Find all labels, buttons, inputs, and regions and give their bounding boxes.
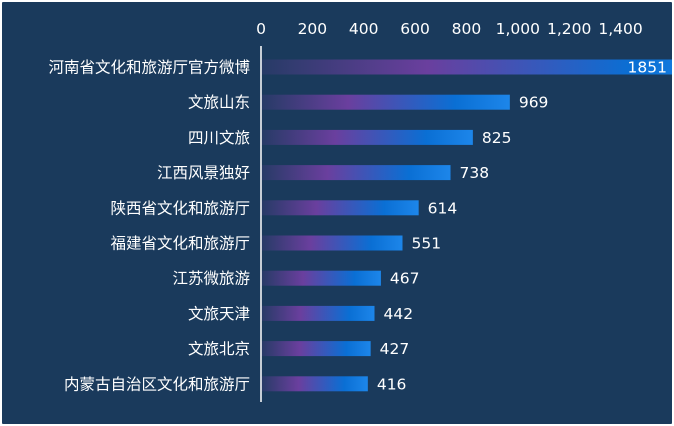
- category-label: 四川文旅: [188, 129, 250, 147]
- bar: [261, 305, 375, 321]
- bar: [261, 200, 419, 216]
- category-label: 陕西省文化和旅游厅: [110, 199, 250, 217]
- category-label: 文旅山东: [188, 94, 250, 112]
- bar: [261, 341, 371, 357]
- category-label: 文旅天津: [188, 305, 250, 323]
- x-tick-label: 1,400: [598, 20, 642, 38]
- bar: [261, 235, 403, 251]
- x-tick-label: 600: [400, 20, 430, 38]
- value-label: 551: [411, 235, 441, 253]
- value-label: 738: [460, 164, 490, 182]
- value-label: 442: [384, 305, 414, 323]
- value-label: 825: [482, 129, 512, 147]
- category-label: 江苏微旅游: [172, 270, 250, 288]
- x-tick-label: 200: [298, 20, 328, 38]
- category-label: 内蒙古自治区文化和旅游厅: [64, 375, 250, 393]
- value-label: 614: [428, 199, 458, 217]
- value-label: 416: [377, 375, 407, 393]
- category-labels: 河南省文化和旅游厅官方微博文旅山东四川文旅江西风景独好陕西省文化和旅游厅福建省文…: [48, 59, 250, 394]
- value-label: 1851: [628, 59, 667, 77]
- value-label: 467: [390, 270, 420, 288]
- x-tick-label: 0: [256, 20, 266, 38]
- category-label: 文旅北京: [188, 340, 250, 358]
- bar: [261, 129, 473, 145]
- value-label: 969: [519, 94, 549, 112]
- bar: [261, 270, 381, 286]
- x-axis-ticks: 0 200 400 600 800 1,000 1,200 1,400: [256, 20, 643, 38]
- bar: [261, 376, 368, 392]
- x-tick-label: 400: [349, 20, 379, 38]
- x-tick-label: 1,200: [547, 20, 591, 38]
- bar: [261, 59, 672, 75]
- category-label: 福建省文化和旅游厅: [110, 235, 250, 253]
- value-label: 427: [380, 340, 410, 358]
- bars-group: [261, 59, 672, 392]
- bar: [261, 165, 451, 181]
- bar: [261, 94, 510, 110]
- category-label: 江西风景独好: [157, 164, 250, 182]
- category-label: 河南省文化和旅游厅官方微博: [48, 59, 250, 77]
- x-tick-label: 1,000: [496, 20, 540, 38]
- x-tick-label: 800: [452, 20, 482, 38]
